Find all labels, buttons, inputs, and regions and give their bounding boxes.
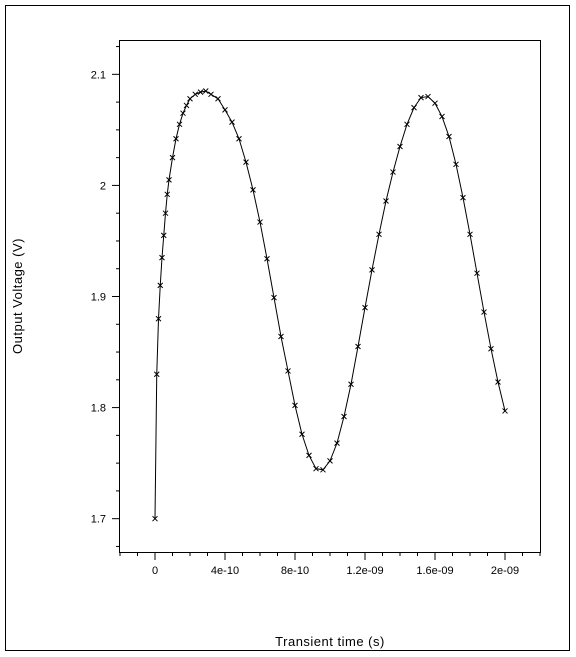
data-point-marker bbox=[250, 187, 256, 193]
data-point-marker bbox=[292, 402, 298, 409]
data-point-marker bbox=[160, 232, 167, 239]
y-tick-label: 1.9 bbox=[91, 292, 106, 304]
data-point-marker bbox=[215, 95, 221, 102]
data-point-marker bbox=[152, 515, 158, 522]
x-tick-label: 8e-10 bbox=[281, 565, 309, 577]
data-point-marker bbox=[488, 345, 494, 352]
data-point-marker bbox=[390, 169, 396, 175]
data-point-marker bbox=[460, 194, 466, 201]
data-point-marker bbox=[355, 343, 361, 350]
data-point-marker bbox=[299, 431, 305, 438]
data-point-marker bbox=[362, 304, 368, 311]
data-point-marker bbox=[264, 255, 270, 262]
outer-frame bbox=[5, 5, 570, 651]
data-point-marker bbox=[285, 368, 291, 374]
data-point-marker bbox=[404, 121, 410, 128]
x-tick-label: 4e-10 bbox=[211, 565, 239, 577]
data-point-marker bbox=[159, 254, 165, 261]
x-tick-label: 0 bbox=[152, 565, 158, 577]
data-point-marker bbox=[162, 210, 169, 217]
data-point-marker bbox=[418, 94, 424, 101]
data-point-marker bbox=[164, 191, 171, 198]
data-point-marker bbox=[327, 458, 333, 464]
data-point-marker bbox=[341, 413, 347, 420]
data-point-marker bbox=[376, 231, 382, 238]
data-point-marker bbox=[180, 110, 186, 117]
data-point-marker bbox=[495, 379, 501, 385]
data-point-marker bbox=[183, 102, 190, 109]
data-point-marker bbox=[306, 452, 312, 459]
data-point-marker bbox=[425, 93, 431, 100]
x-tick-label: 1.2e-09 bbox=[346, 565, 383, 577]
data-point-marker bbox=[155, 315, 162, 322]
data-point-marker bbox=[439, 113, 445, 120]
data-point-marker bbox=[229, 119, 235, 125]
data-point-marker bbox=[236, 135, 242, 142]
data-point-marker bbox=[257, 219, 263, 225]
data-point-marker bbox=[334, 440, 340, 446]
data-point-marker bbox=[169, 154, 176, 161]
data-point-marker bbox=[313, 465, 319, 472]
plot-area-frame bbox=[119, 40, 541, 553]
data-point-marker bbox=[202, 88, 209, 94]
data-point-marker bbox=[502, 408, 508, 414]
series-layer bbox=[152, 88, 508, 522]
x-axis-ticks: 0 4e-10 8e-10 1.2e-09 1.6e-09 2e-09 bbox=[119, 552, 541, 577]
data-point-marker bbox=[222, 107, 228, 113]
data-point-marker bbox=[243, 159, 249, 165]
y-axis-ticks: 1.7 1.8 1.9 2 2.1 bbox=[91, 46, 120, 547]
data-point-marker bbox=[467, 231, 473, 238]
data-point-marker bbox=[192, 91, 199, 98]
y-tick-label: 1.7 bbox=[91, 514, 106, 526]
data-point-marker bbox=[432, 100, 438, 107]
data-point-marker bbox=[474, 270, 480, 277]
data-point-marker bbox=[153, 371, 160, 378]
data-point-marker bbox=[173, 135, 179, 142]
data-point-marker bbox=[383, 198, 389, 204]
y-tick-label: 2 bbox=[100, 180, 106, 192]
data-point-marker bbox=[481, 309, 487, 315]
data-point-marker bbox=[446, 133, 452, 140]
data-point-marker bbox=[187, 95, 193, 102]
data-point-marker bbox=[197, 89, 204, 95]
data-point-marker bbox=[157, 282, 164, 289]
data-point-marker bbox=[208, 91, 214, 98]
y-tick-label: 1.8 bbox=[91, 403, 106, 415]
y-axis-title: Output Voltage (V) bbox=[10, 238, 25, 354]
data-point-marker bbox=[278, 333, 284, 340]
x-tick-label: 2e-09 bbox=[491, 565, 519, 577]
data-point-marker bbox=[411, 104, 417, 111]
series-line bbox=[154, 90, 506, 519]
data-point-marker bbox=[348, 381, 354, 388]
x-axis-title: Transient time (s) bbox=[275, 634, 385, 649]
data-point-marker bbox=[397, 143, 403, 150]
data-point-marker bbox=[453, 161, 459, 168]
data-point-marker bbox=[176, 121, 183, 128]
y-tick-label: 2.1 bbox=[91, 69, 106, 81]
data-point-marker bbox=[166, 177, 172, 183]
data-point-marker bbox=[369, 266, 375, 273]
data-point-marker bbox=[271, 294, 277, 301]
data-point-marker bbox=[320, 466, 326, 473]
x-tick-label: 1.6e-09 bbox=[416, 565, 453, 577]
